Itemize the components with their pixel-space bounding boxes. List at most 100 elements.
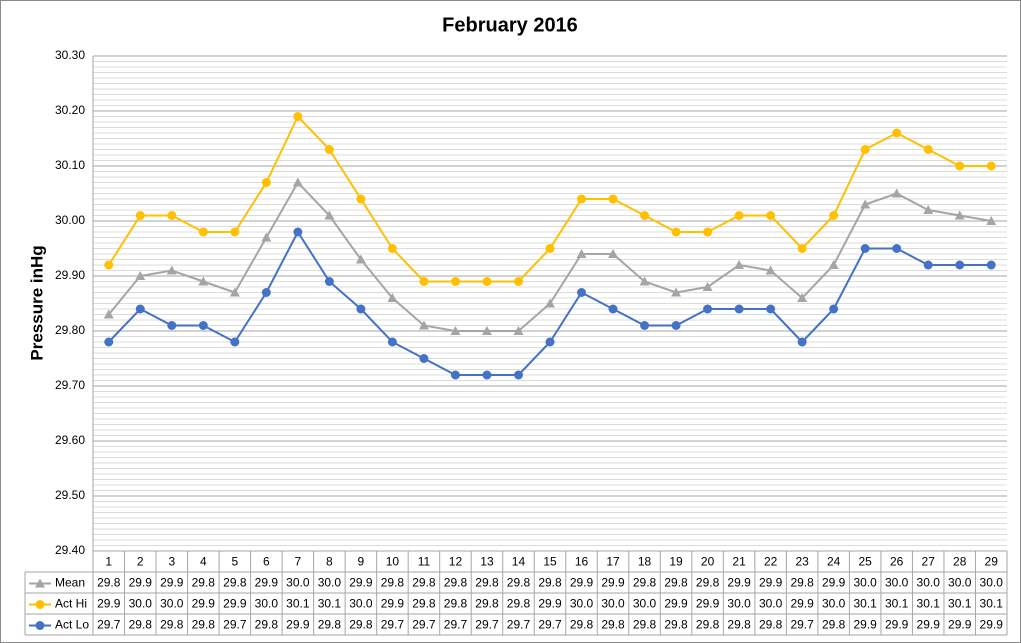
point [198, 276, 209, 286]
point [986, 260, 996, 270]
point [261, 178, 271, 187]
table-cell: 29.8 [475, 597, 499, 611]
x-tick-label: 7 [295, 555, 302, 569]
point [545, 244, 555, 253]
point [513, 326, 524, 335]
table-cell: 30.0 [286, 576, 310, 590]
table-cell: 30.1 [885, 597, 909, 611]
point [104, 260, 114, 270]
table-cell: 29.9 [759, 576, 783, 590]
table-cell: 29.8 [507, 576, 531, 590]
x-tick-label: 22 [764, 555, 778, 569]
point [734, 304, 744, 314]
point [892, 128, 902, 138]
x-tick-label: 15 [543, 555, 557, 569]
x-tick-label: 2 [137, 555, 144, 569]
point [230, 337, 240, 347]
x-tick-label: 23 [795, 555, 809, 569]
table-cell: 30.0 [318, 576, 342, 590]
table-cell: 29.9 [727, 576, 751, 590]
x-tick-label: 3 [168, 555, 175, 569]
point [482, 370, 492, 380]
table-cell: 29.8 [97, 576, 121, 590]
table-cell: 29.9 [255, 576, 279, 590]
point [954, 210, 965, 220]
point [104, 337, 114, 347]
point [797, 244, 807, 253]
legend-label: Mean [55, 576, 85, 590]
table-cell: 29.9 [601, 576, 625, 590]
table-cell: 30.0 [917, 576, 941, 590]
legend-marker [35, 578, 45, 588]
point [545, 337, 555, 347]
x-tick-label: 27 [922, 555, 936, 569]
table-cell: 29.8 [192, 618, 216, 632]
table-cell: 29.9 [223, 597, 247, 611]
point [450, 326, 461, 335]
point [829, 211, 839, 220]
legend-label: Act Hi [55, 597, 87, 611]
table-cell: 29.8 [664, 576, 688, 590]
x-tick-label: 17 [606, 555, 620, 569]
point [986, 216, 997, 225]
table-cell: 29.9 [381, 597, 405, 611]
point [734, 211, 744, 220]
table-cell: 29.7 [538, 618, 562, 632]
x-tick-label: 28 [953, 555, 967, 569]
table-cell: 30.1 [917, 597, 941, 611]
table-cell: 29.9 [822, 576, 846, 590]
point [671, 321, 681, 330]
point [860, 199, 871, 209]
point [513, 370, 523, 380]
point [387, 337, 397, 347]
point [766, 304, 776, 314]
table-cell: 30.0 [570, 597, 594, 611]
table-cell: 29.9 [853, 618, 877, 632]
table-cell: 29.8 [444, 576, 468, 590]
point [198, 321, 208, 330]
y-tick-label: 29.40 [55, 543, 85, 557]
point [261, 232, 272, 242]
table-cell: 30.0 [980, 576, 1004, 590]
table-cell: 29.8 [160, 618, 184, 632]
legend-marker [35, 600, 45, 609]
table-cell: 30.0 [129, 597, 153, 611]
y-tick-label: 29.50 [55, 488, 85, 502]
point [324, 145, 334, 154]
point [671, 227, 681, 237]
x-tick-label: 8 [326, 555, 333, 569]
x-tick-label: 13 [480, 555, 494, 569]
point [577, 194, 587, 204]
point [955, 161, 965, 171]
table-cell: 29.9 [980, 618, 1004, 632]
y-tick-label: 29.90 [55, 268, 85, 282]
point [892, 244, 902, 253]
point [355, 254, 366, 264]
table-cell: 29.8 [192, 576, 216, 590]
table-cell: 29.7 [223, 618, 247, 632]
x-tick-label: 4 [200, 555, 207, 569]
point [450, 277, 460, 286]
table-cell: 29.8 [601, 618, 625, 632]
y-tick-label: 29.80 [55, 323, 85, 337]
x-tick-label: 24 [827, 555, 841, 569]
table-cell: 29.7 [790, 618, 814, 632]
x-tick-label: 5 [231, 555, 238, 569]
point [135, 304, 145, 314]
table-cell: 29.7 [507, 618, 531, 632]
table-cell: 30.0 [727, 597, 751, 611]
table-cell: 29.9 [97, 597, 121, 611]
table-cell: 29.9 [917, 618, 941, 632]
point [135, 211, 145, 220]
table-cell: 29.9 [948, 618, 972, 632]
point [356, 194, 366, 204]
table-cell: 29.9 [160, 576, 184, 590]
table-cell: 30.0 [349, 597, 373, 611]
x-tick-label: 10 [386, 555, 400, 569]
table-cell: 29.9 [570, 576, 594, 590]
x-tick-label: 14 [512, 555, 526, 569]
table-cell: 30.0 [822, 597, 846, 611]
point [419, 277, 429, 286]
point [891, 188, 902, 198]
